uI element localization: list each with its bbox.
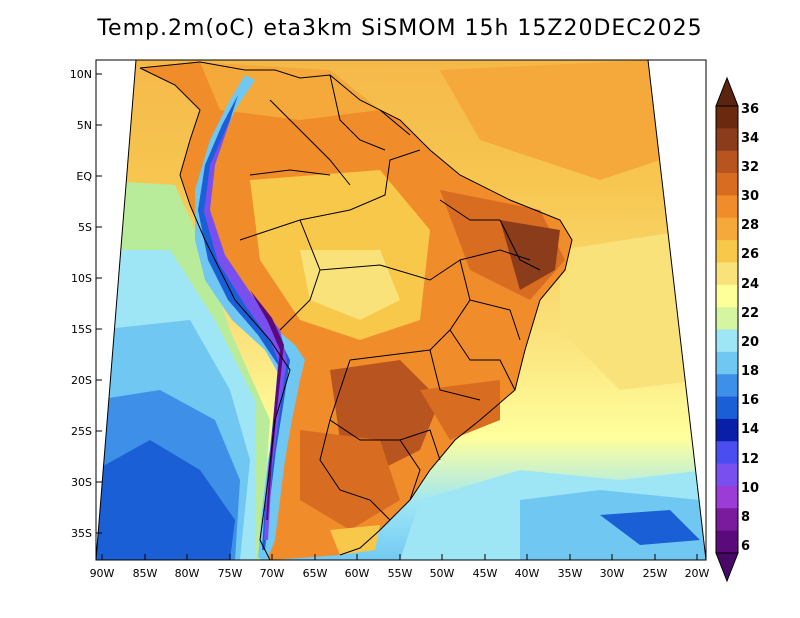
country-borders [139, 61, 573, 560]
lon-label: 90W [90, 567, 115, 580]
longitude-axis: 90W 85W 80W 75W 70W 65W 60W 55W 50W 45W … [90, 554, 710, 580]
colorbar-label: 10 [741, 481, 759, 496]
colorbar-label: 26 [741, 247, 759, 262]
colorbar-label: 16 [741, 393, 759, 408]
lon-label: 65W [303, 567, 328, 580]
lon-label: 80W [175, 567, 200, 580]
colorbar-label: 30 [741, 189, 759, 204]
colorbar-bottom-arrow [715, 552, 739, 583]
lat-label: 5S [78, 221, 92, 234]
lon-label: 75W [218, 567, 243, 580]
lon-label: 55W [388, 567, 413, 580]
colorbar-label: 24 [741, 277, 759, 292]
colorbar-segment [716, 307, 738, 330]
colorbar-segment [716, 217, 738, 241]
lon-label: 85W [133, 567, 158, 580]
colorbar-label: 36 [741, 102, 759, 117]
colorbar-label: 34 [741, 131, 759, 146]
colorbar-segment [716, 485, 738, 509]
map-title: Temp.2m(oC) eta3km SiSMOM 15h 15Z20DEC20… [97, 16, 703, 41]
lat-label: EQ [76, 170, 92, 183]
colorbar-top-arrow [715, 76, 739, 107]
colorbar-segment [716, 418, 738, 442]
lon-label: 35W [558, 567, 583, 580]
lon-label: 70W [260, 567, 285, 580]
colorbar-segment [716, 262, 738, 286]
colorbar-segment [716, 106, 738, 129]
latitude-axis: 10N 5N EQ 5S 10S 15S 20S 25S 30S 35S [70, 68, 102, 540]
lat-label: 35S [71, 527, 92, 540]
lon-label: 60W [345, 567, 370, 580]
lat-label: 10N [70, 68, 92, 81]
colorbar-segment [716, 240, 738, 263]
lon-label: 25W [643, 567, 668, 580]
lat-label: 5N [77, 119, 92, 132]
lat-label: 25S [71, 425, 92, 438]
colorbar-segment [716, 351, 738, 375]
colorbar-segment [716, 329, 738, 353]
map-domain [96, 60, 706, 560]
lon-label: 20W [685, 567, 710, 580]
lat-label: 10S [71, 272, 92, 285]
colorbar-segment [716, 463, 738, 487]
colorbar-label: 28 [741, 218, 759, 233]
colorbar-label: 22 [741, 306, 759, 321]
colorbar-segment [716, 530, 738, 554]
lat-label: 20S [71, 374, 92, 387]
colorbar-segment [716, 374, 738, 398]
colorbar-label: 8 [741, 510, 750, 525]
colorbar-label: 12 [741, 452, 759, 467]
colorbar: 36 34 32 30 28 26 24 22 20 18 16 14 12 1… [715, 76, 759, 583]
lon-label: 45W [473, 567, 498, 580]
colorbar-segment [716, 128, 738, 152]
colorbar-label: 20 [741, 335, 759, 350]
axes-box [95, 59, 707, 561]
colorbar-segment [716, 284, 738, 308]
lon-label: 30W [600, 567, 625, 580]
colorbar-segment [716, 195, 738, 219]
colorbar-segment [716, 173, 738, 196]
colorbar-label: 6 [741, 539, 750, 554]
lat-label: 15S [71, 323, 92, 336]
lat-label: 30S [71, 476, 92, 489]
colorbar-segment [716, 441, 738, 465]
colorbar-label: 18 [741, 364, 759, 379]
colorbar-segment [716, 150, 738, 174]
colorbar-label: 14 [741, 422, 759, 437]
lon-label: 40W [515, 567, 540, 580]
colorbar-segment [716, 396, 738, 420]
colorbar-label: 32 [741, 160, 759, 175]
colorbar-segment [716, 508, 738, 532]
lon-label: 50W [430, 567, 455, 580]
